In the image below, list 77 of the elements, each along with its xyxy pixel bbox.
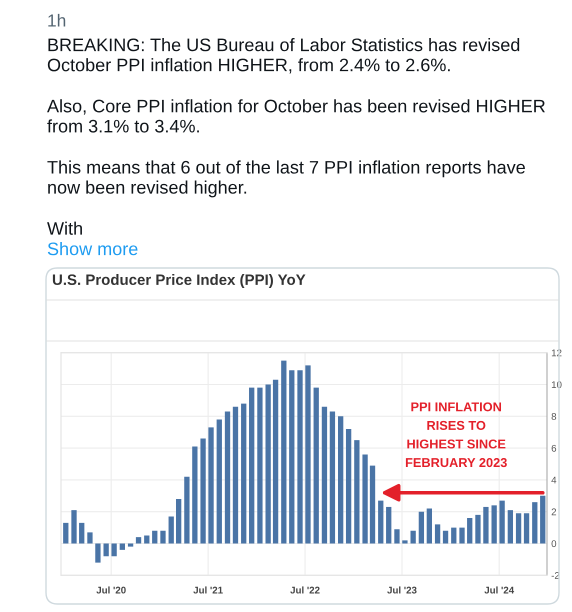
- bar: [540, 496, 546, 544]
- bar: [168, 516, 174, 544]
- bar: [200, 438, 206, 544]
- bar: [338, 416, 344, 544]
- bar: [378, 500, 384, 544]
- bar: [232, 406, 238, 544]
- text: 1h: [48, 14, 66, 26]
- bar: [467, 518, 472, 544]
- bar: [144, 536, 150, 544]
- bar: [87, 532, 93, 544]
- chart-title: U.S. Producer Price Index (PPI) YoY: [52, 274, 306, 288]
- bar: [249, 388, 254, 544]
- bar: [136, 537, 142, 544]
- bar: [508, 510, 514, 544]
- bar: [434, 524, 440, 544]
- bar: [208, 427, 214, 544]
- x-tick-label: Jul '23: [387, 586, 417, 594]
- bar: [362, 454, 368, 544]
- bar: [322, 406, 328, 544]
- bar: [257, 388, 263, 544]
- bar: [499, 500, 505, 544]
- bar: [152, 530, 158, 544]
- bar: [426, 508, 432, 544]
- text: Also, Core PPI inflation for October has been revised HIGHER from 3.1% to 3.4%.: [47, 99, 545, 133]
- bar: [483, 506, 489, 544]
- bar: [176, 498, 182, 544]
- bar: [305, 365, 311, 544]
- bar: [516, 513, 522, 544]
- bar: [330, 412, 336, 544]
- bar: [491, 505, 497, 544]
- bar: [451, 528, 456, 544]
- y-tick-label: 8: [552, 413, 556, 420]
- y-tick-label: 6: [552, 444, 556, 452]
- bar: [370, 466, 376, 544]
- bar: [524, 513, 530, 544]
- bar: [281, 360, 286, 544]
- bar: [386, 506, 392, 544]
- bar: [346, 429, 352, 544]
- bar: [354, 440, 360, 544]
- bar: [71, 510, 77, 544]
- x-tick-label: Jul '24: [484, 586, 514, 594]
- bar: [272, 380, 278, 544]
- bar: [532, 502, 538, 544]
- bar: [442, 530, 448, 544]
- bar: [410, 530, 416, 544]
- y-tick-label: 2: [552, 508, 556, 516]
- bar: [79, 522, 84, 544]
- text: BREAKING: The US Bureau of Labor Statistics has revised October PPI inflation HIGHER, from 2.4% to 2.6%.: [48, 38, 520, 74]
- bar: [111, 544, 117, 556]
- bar: [95, 544, 101, 563]
- x-tick-label: Jul '22: [290, 586, 320, 594]
- text: With: [47, 222, 82, 235]
- bar: [192, 446, 198, 544]
- bar: [475, 514, 481, 544]
- y-tick-label: 10: [552, 381, 562, 388]
- bar: [418, 512, 424, 544]
- bar: [63, 522, 68, 544]
- bar: [160, 530, 166, 544]
- bar: [184, 476, 190, 544]
- text: Show more: [48, 242, 138, 256]
- bar: [241, 404, 246, 544]
- bar: [265, 384, 271, 544]
- y-tick-label: 0: [552, 540, 556, 548]
- bar: [394, 529, 400, 544]
- bar: [459, 528, 465, 544]
- x-tick-label: Jul '20: [96, 586, 126, 594]
- bar: [297, 370, 303, 544]
- bar: [120, 544, 126, 550]
- bar: [224, 412, 230, 544]
- text: This means that 6 out of the last 7 PPI inflation reports have now been revised higher.: [47, 160, 525, 198]
- x-tick-label: Jul '21: [193, 586, 223, 594]
- bar: [103, 544, 109, 556]
- y-tick-label: 4: [551, 476, 556, 484]
- bar: [289, 370, 294, 544]
- bar: [216, 419, 222, 544]
- annotation: PPI INFLATION RISES TO HIGHEST SINCE FEBRUARY 2023: [406, 402, 507, 468]
- bar: [314, 388, 319, 544]
